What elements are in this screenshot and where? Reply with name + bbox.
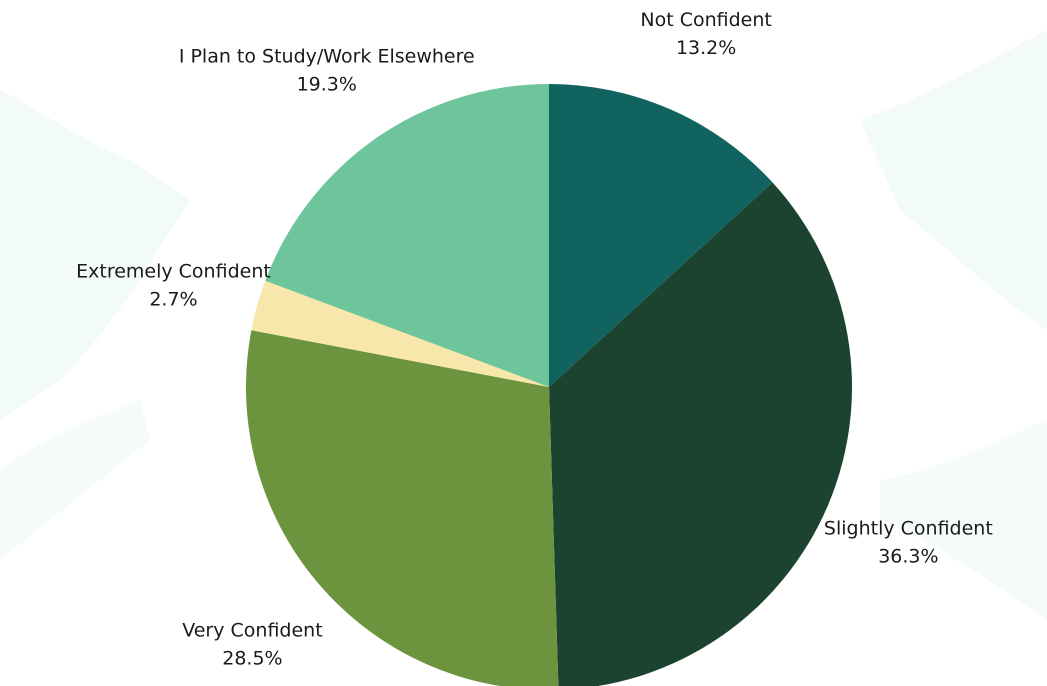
pie-label-not-confident: Not Confident 13.2% — [640, 9, 771, 59]
bg-shape-right-lower — [880, 420, 1047, 620]
pie-label-value: 28.5% — [222, 647, 282, 669]
pie-label-very-confident: Very Confident 28.5% — [182, 619, 322, 669]
pie-label-category: I Plan to Study/Work Elsewhere — [179, 46, 475, 68]
pie-slice-extremely-confident — [251, 280, 550, 387]
pie-label-value: 13.2% — [676, 37, 736, 59]
bg-shape-left-lower — [0, 400, 150, 560]
pie-label-slightly-confident: Slightly Confident 36.3% — [824, 518, 993, 568]
pie-labels: Not Confident 13.2% Slightly Confident 36.3… — [76, 9, 993, 669]
pie-slices — [246, 84, 852, 686]
pie-label-category: Not Confident — [640, 9, 771, 31]
bg-shape-right — [860, 30, 1047, 330]
pie-slice-very-confident — [246, 330, 559, 686]
pie-slice-i-plan-to-study-work-elsewhere — [265, 84, 549, 387]
pie-slice-not-confident — [549, 84, 773, 387]
pie-label-i-plan-to-study-work-elsewhere: I Plan to Study/Work Elsewhere 19.3% — [179, 46, 475, 96]
pie-label-value: 36.3% — [878, 546, 938, 568]
pie-label-extremely-confident: Extremely Confident 2.7% — [76, 261, 271, 311]
pie-label-value: 19.3% — [297, 74, 357, 96]
pie-label-category: Slightly Confident — [824, 518, 993, 540]
pie-label-category: Very Confident — [182, 619, 322, 641]
pie-label-value: 2.7% — [149, 289, 197, 311]
pie-label-category: Extremely Confident — [76, 261, 271, 283]
bg-shape-left — [0, 90, 190, 420]
pie-slice-slightly-confident — [549, 182, 852, 686]
